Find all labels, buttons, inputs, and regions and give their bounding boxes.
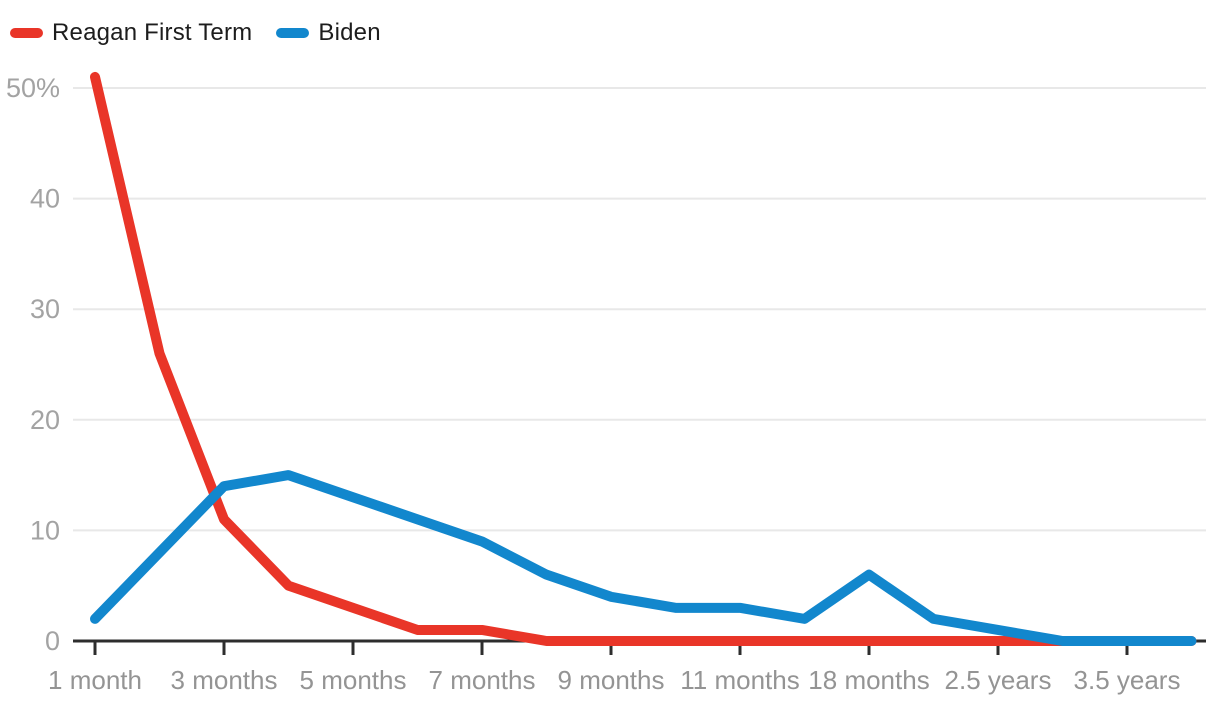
x-axis-tick-label: 1 month xyxy=(48,665,142,695)
legend-label-biden: Biden xyxy=(318,19,381,46)
series-line-biden xyxy=(90,470,1197,646)
y-axis-tick-label: 0 xyxy=(45,626,60,656)
chart-legend: Reagan First Term Biden xyxy=(10,19,381,47)
legend-label-reagan: Reagan First Term xyxy=(52,19,253,46)
x-axis-tick-label: 5 months xyxy=(300,665,407,695)
legend-item-reagan: Reagan First Term xyxy=(10,19,252,47)
y-axis-tick-label: 50% xyxy=(6,73,60,103)
x-axis-tick-label: 7 months xyxy=(429,665,536,695)
biden-series-swatch-icon xyxy=(276,28,310,38)
series-line-reagan xyxy=(90,71,1197,646)
x-axis-tick-label: 2.5 years xyxy=(945,665,1052,695)
x-axis-tick-label: 11 months xyxy=(680,665,799,695)
y-axis-tick-label: 20 xyxy=(30,405,60,435)
x-axis-tick-label: 9 months xyxy=(558,665,665,695)
x-axis-tick-label: 3 months xyxy=(171,665,278,695)
x-axis-tick-label: 18 months xyxy=(808,665,929,695)
y-axis-tick-label: 40 xyxy=(30,184,60,214)
reagan-series-swatch-icon xyxy=(10,28,43,38)
y-axis-tick-label: 30 xyxy=(30,294,60,324)
y-axis-tick-label: 10 xyxy=(30,515,60,545)
legend-item-biden: Biden xyxy=(276,19,381,47)
x-axis-tick-label: 3.5 years xyxy=(1074,665,1181,695)
